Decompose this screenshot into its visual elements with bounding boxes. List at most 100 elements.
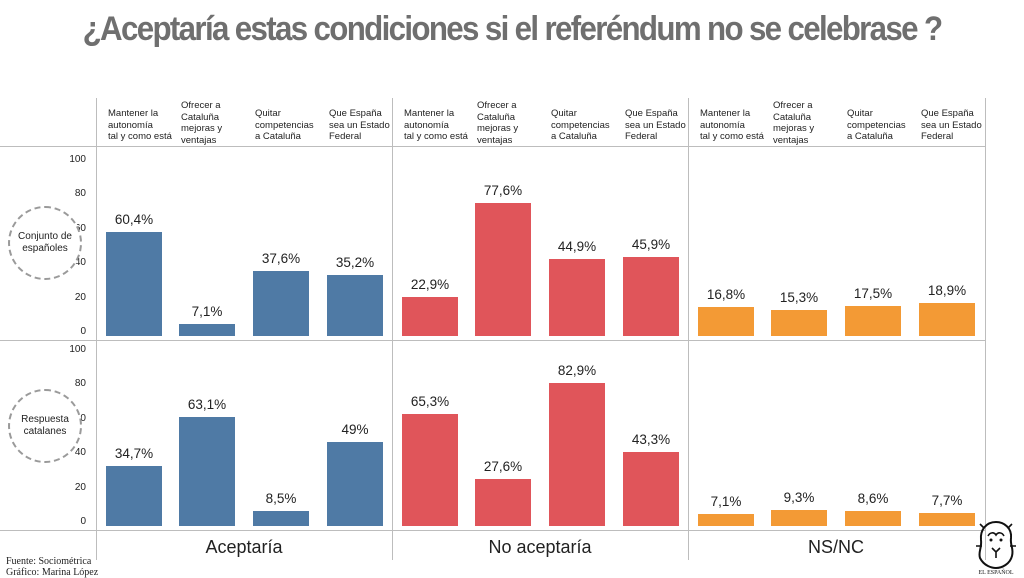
bar — [475, 478, 531, 526]
row-label-circle: Respuesta catalanes — [8, 389, 82, 463]
y-tick-label: 40 — [74, 257, 86, 269]
bar — [549, 383, 605, 526]
category-header-line: tal y como está — [404, 131, 468, 142]
category-header-line: a Cataluña — [551, 131, 597, 142]
row-label-line: Conjunto de — [18, 231, 72, 242]
bar-value-label: 7,1% — [710, 493, 742, 509]
bar — [179, 323, 235, 336]
category-header: Que España sea un Estado Federal — [921, 108, 999, 143]
category-header-line: Cataluña — [477, 111, 516, 123]
axis-line — [96, 98, 97, 560]
group-label: No aceptaría — [488, 537, 592, 557]
y-tick-label: 20 — [74, 291, 86, 303]
bar — [106, 232, 162, 336]
row-label: Respuesta catalanes — [21, 414, 69, 438]
bar-value-label: 82,9% — [557, 363, 597, 379]
category-header-line: tal y como está — [108, 131, 172, 142]
bar-value-label: 35,2% — [335, 255, 375, 271]
bar — [919, 303, 975, 336]
bar-value-label: 7,7% — [931, 492, 963, 508]
y-tick-label: 100 — [69, 344, 86, 355]
category-header-line: ventajas — [181, 134, 217, 146]
category-header-line: sea un Estado — [625, 119, 686, 131]
category-header-line: Mantener la — [108, 108, 159, 119]
category-header-line: a Cataluña — [847, 131, 893, 142]
group-label: Aceptaría — [205, 537, 283, 557]
bar-value-label: 7,1% — [191, 303, 223, 319]
bar — [845, 305, 901, 336]
category-header: Mantener la autonomía tal y como está — [108, 108, 186, 143]
bar-value-label: 60,4% — [114, 212, 154, 228]
bar-value-label: 8,5% — [265, 491, 297, 507]
bar — [106, 466, 162, 526]
y-tick-label: 0 — [80, 326, 86, 337]
category-header-line: Cataluña — [181, 111, 220, 123]
credit-note: Gráfico: Marina López — [6, 567, 99, 578]
category-header-line: ventajas — [773, 134, 809, 146]
group-divider — [985, 98, 986, 560]
bar-value-label: 27,6% — [483, 458, 523, 474]
category-header-line: sea un Estado — [329, 119, 390, 131]
category-header-line: Ofrecer a — [773, 100, 813, 111]
category-header: Ofrecer a Cataluña mejoras y ventajas — [477, 100, 555, 146]
y-tick-label: 80 — [74, 378, 86, 390]
category-header-line: Mantener la — [700, 108, 751, 119]
category-header-line: mejoras y — [181, 123, 223, 134]
category-header-line: tal y como está — [700, 131, 764, 142]
group-label: NS/NC — [807, 537, 864, 557]
logo-text: EL ESPAÑOL — [978, 568, 1013, 576]
category-header-line: Quitar — [255, 108, 281, 119]
category-header-line: Federal — [625, 131, 658, 142]
category-header-line: Que España — [921, 108, 974, 119]
category-header-line: sea un Estado — [921, 119, 982, 131]
bar-value-label: 16,8% — [706, 287, 746, 303]
category-header-line: Mantener la — [404, 108, 455, 119]
category-header-line: a Cataluña — [255, 131, 301, 142]
lion-logo-icon: EL ESPAÑOL — [976, 520, 1016, 576]
group-divider — [688, 98, 689, 560]
bottom-divider — [0, 530, 985, 531]
category-header-line: Federal — [921, 131, 954, 142]
bar — [475, 202, 531, 336]
category-header-line: autonomía — [700, 119, 745, 131]
bar-value-label: 18,9% — [927, 283, 967, 299]
bar — [327, 441, 383, 526]
bar — [549, 258, 605, 336]
category-header: Que España sea un Estado Federal — [625, 108, 703, 143]
bar-value-label: 65,3% — [410, 393, 450, 409]
bar — [327, 275, 383, 336]
category-header-line: mejoras y — [477, 123, 519, 134]
bar — [698, 307, 754, 336]
row-divider — [0, 340, 985, 341]
chart-title: ¿Aceptaría estas condiciones si el refer… — [82, 10, 943, 48]
y-tick-label: 20 — [74, 481, 86, 493]
category-header: Quitar competencias a Cataluña — [551, 108, 629, 143]
row-label: Conjunto de españoles — [18, 231, 72, 255]
category-header: Mantener la autonomía tal y como está — [404, 108, 482, 143]
bar — [771, 309, 827, 336]
category-header-line: Ofrecer a — [477, 100, 517, 111]
bar — [771, 510, 827, 526]
bar — [698, 513, 754, 526]
bar — [179, 417, 235, 526]
bar-value-label: 45,9% — [631, 237, 671, 253]
bar-value-label: 77,6% — [483, 182, 523, 198]
bar-value-label: 9,3% — [783, 490, 815, 505]
category-header: Que España sea un Estado Federal — [329, 108, 407, 143]
category-header: Ofrecer a Cataluña mejoras y ventajas — [181, 100, 259, 146]
bar — [623, 451, 679, 526]
header-divider — [0, 146, 985, 147]
bar-value-label: 34,7% — [114, 446, 154, 462]
bar-value-label: 37,6% — [261, 251, 301, 267]
bar-value-label: 17,5% — [853, 285, 893, 301]
y-tick-label: 40 — [74, 447, 86, 459]
row-label-line: Respuesta — [21, 414, 69, 425]
source-note: Fuente: Sociométrica — [6, 556, 92, 567]
bar — [402, 296, 458, 336]
y-tick-label: 60 — [74, 222, 86, 234]
bar-value-label: 15,3% — [779, 289, 819, 305]
category-header-line: Que España — [625, 108, 678, 119]
category-header-line: Quitar — [847, 108, 873, 119]
bar — [253, 511, 309, 526]
category-header: Quitar competencias a Cataluña — [255, 108, 333, 143]
